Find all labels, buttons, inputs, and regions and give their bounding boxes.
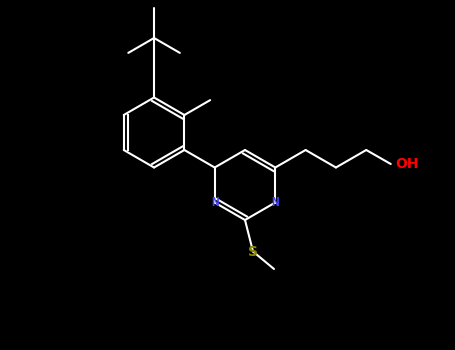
- Text: N: N: [211, 196, 218, 209]
- Text: S: S: [248, 245, 258, 259]
- Text: N: N: [272, 196, 279, 209]
- Text: OH: OH: [396, 157, 419, 171]
